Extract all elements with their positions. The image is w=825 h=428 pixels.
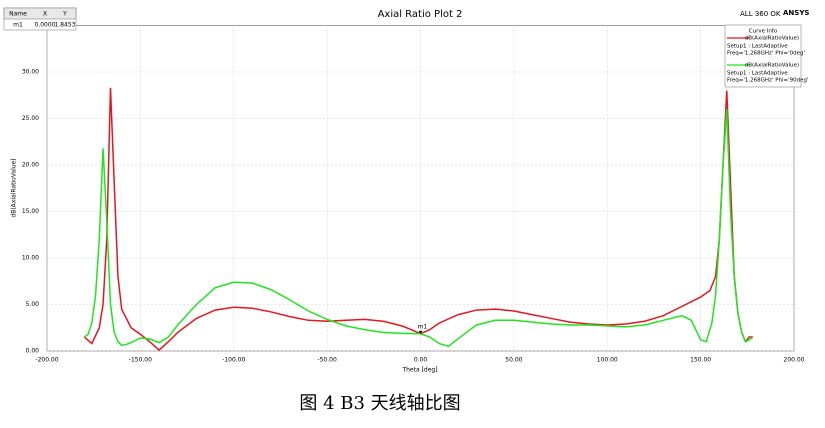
y-tick-label: 25.00 bbox=[22, 115, 39, 122]
x-tick-label: 200.00 bbox=[784, 357, 805, 364]
x-tick-label: -100.00 bbox=[222, 357, 245, 364]
x-tick-label: 100.00 bbox=[597, 357, 618, 364]
marker-label: m1 bbox=[418, 323, 428, 330]
x-tick-label: -50.00 bbox=[317, 357, 337, 364]
plot-area bbox=[46, 25, 795, 352]
legend-setup: Setup1 : LastAdaptive bbox=[727, 44, 788, 50]
y-axis-label: dB(AxialRatioValue) bbox=[11, 158, 18, 217]
legend-params: Freq='1.268GHz' Phi='90deg' bbox=[727, 78, 809, 84]
data-line bbox=[83, 109, 754, 348]
y-tick-label: 20.00 bbox=[22, 162, 39, 169]
legend-title: Curve Info bbox=[749, 29, 778, 35]
table-header: X bbox=[43, 11, 47, 18]
brand: ANSYS bbox=[783, 9, 809, 17]
table-header: Y bbox=[62, 11, 67, 18]
table-cell: m1 bbox=[13, 22, 23, 29]
legend-setup: Setup1 : LastAdaptive bbox=[727, 71, 788, 77]
legend-entry: dB(AxialRatioValue) bbox=[745, 36, 799, 42]
legend-entry: dB(AxialRatioValue) bbox=[745, 63, 799, 69]
chart-title: Axial Ratio Plot 2 bbox=[378, 9, 463, 20]
x-tick-label: 0.00 bbox=[414, 357, 428, 364]
x-axis-label: Theta [deg] bbox=[401, 367, 437, 374]
x-tick-label: 150.00 bbox=[690, 357, 711, 364]
x-tick-label: 50.00 bbox=[505, 357, 522, 364]
marker-table-header bbox=[3, 7, 77, 20]
x-tick-label: -200.00 bbox=[35, 357, 58, 364]
y-tick-label: 30.00 bbox=[22, 69, 39, 76]
table-cell: 0.0000 bbox=[35, 22, 56, 29]
y-tick-label: 15.00 bbox=[22, 208, 39, 215]
y-tick-label: 5.00 bbox=[26, 301, 40, 308]
status: ALL 360 OK bbox=[740, 10, 781, 18]
table-header: Name bbox=[9, 11, 27, 18]
marker-point bbox=[418, 330, 423, 334]
legend-params: Freq='1.268GHz' Phi='0deg' bbox=[727, 51, 805, 57]
table-cell: 1.8453 bbox=[55, 22, 76, 29]
y-tick-label: 0.00 bbox=[26, 348, 40, 355]
caption: 图 4 B3 天线轴比图 bbox=[299, 393, 460, 414]
legend bbox=[724, 24, 802, 88]
x-tick-label: -150.00 bbox=[129, 357, 152, 364]
y-tick-label: 10.00 bbox=[22, 255, 39, 262]
